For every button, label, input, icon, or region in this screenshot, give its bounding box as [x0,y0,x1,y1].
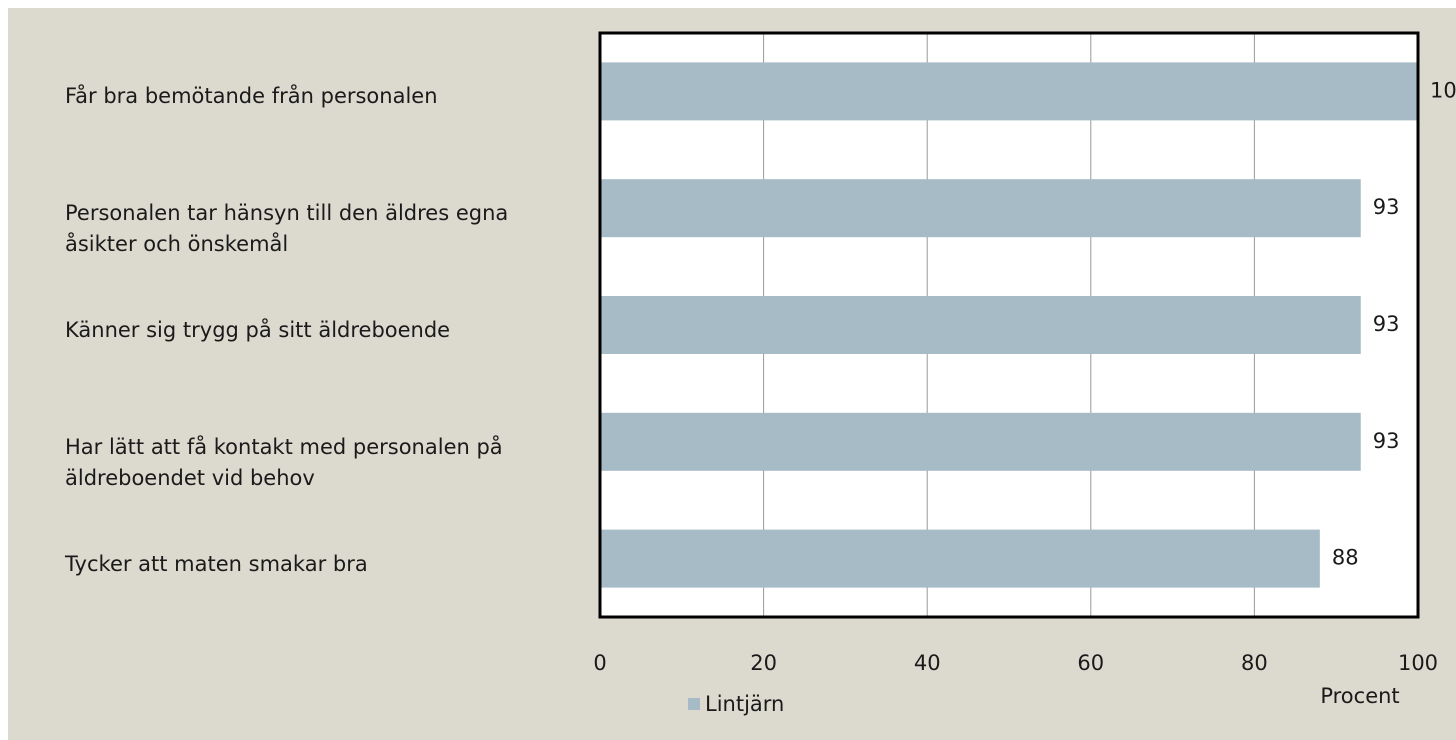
bar [600,412,1361,471]
x-tick-label: 0 [593,651,606,675]
y-tick-label: Tycker att maten smakar bra [65,551,368,576]
value-label: 100 [1430,78,1456,102]
x-tick-label: 40 [914,651,941,675]
bar [600,296,1361,354]
value-label: 88 [1332,546,1359,570]
value-label: 93 [1373,429,1400,453]
y-tick-label: Får bra bemötande från personalen [65,84,438,109]
plot-border [598,31,1420,619]
legend-swatch [688,698,700,710]
y-tick-label: Har lätt att få kontakt med personalen p… [65,434,503,490]
y-tick-label: Känner sig trygg på sitt äldreboende [65,318,451,342]
x-axis-label: Procent [1320,684,1399,708]
bar [600,62,1418,121]
value-label: 93 [1373,312,1400,336]
legend-label: Lintjärn [705,692,784,716]
x-tick-label: 100 [1398,651,1438,675]
x-tick-label: 80 [1241,651,1268,675]
bar [600,529,1320,588]
bar [600,179,1361,238]
x-tick-label: 20 [750,651,777,675]
y-tick-label: Personalen tar hänsyn till den äldres eg… [65,201,509,257]
x-tick-label: 60 [1077,651,1104,675]
value-label: 93 [1373,195,1400,219]
